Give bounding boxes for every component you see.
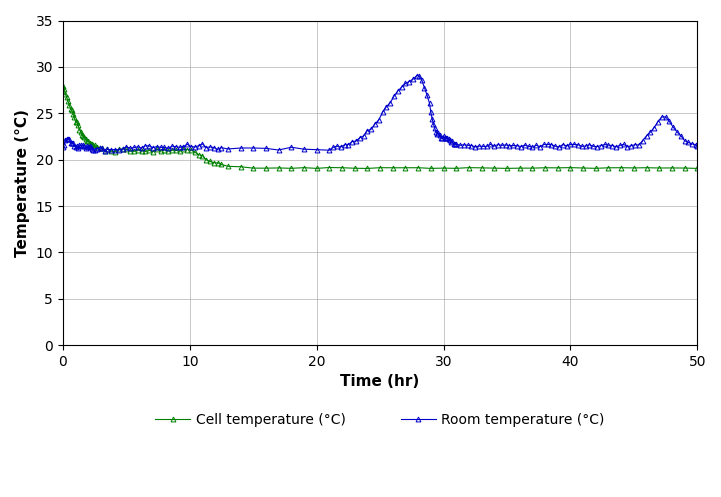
Room temperature (°C): [60, 142, 68, 148]
Room temperature (°C): [89, 147, 97, 153]
Room temperature (°C): [417, 78, 426, 83]
Cell temperature (°C): [88, 141, 97, 147]
Room temperature (°C): [693, 143, 702, 149]
Room temperature (°C): [363, 128, 372, 134]
Line: Room temperature (°C): Room temperature (°C): [61, 73, 699, 154]
Cell temperature (°C): [58, 83, 67, 89]
Cell temperature (°C): [175, 148, 184, 154]
X-axis label: Time (hr): Time (hr): [340, 374, 420, 390]
Room temperature (°C): [210, 145, 218, 151]
Cell temperature (°C): [103, 146, 112, 152]
Room temperature (°C): [58, 144, 67, 150]
Cell temperature (°C): [187, 147, 195, 153]
Cell temperature (°C): [363, 166, 372, 171]
Cell temperature (°C): [93, 145, 102, 151]
Y-axis label: Temperature (°C): Temperature (°C): [15, 109, 30, 257]
Room temperature (°C): [100, 148, 109, 154]
Room temperature (°C): [412, 73, 421, 79]
Cell temperature (°C): [439, 165, 448, 171]
Cell temperature (°C): [693, 166, 702, 171]
Legend: Cell temperature (°C), Room temperature (°C): Cell temperature (°C), Room temperature …: [150, 407, 610, 432]
Line: Cell temperature (°C): Cell temperature (°C): [61, 83, 699, 171]
Room temperature (°C): [98, 145, 107, 151]
